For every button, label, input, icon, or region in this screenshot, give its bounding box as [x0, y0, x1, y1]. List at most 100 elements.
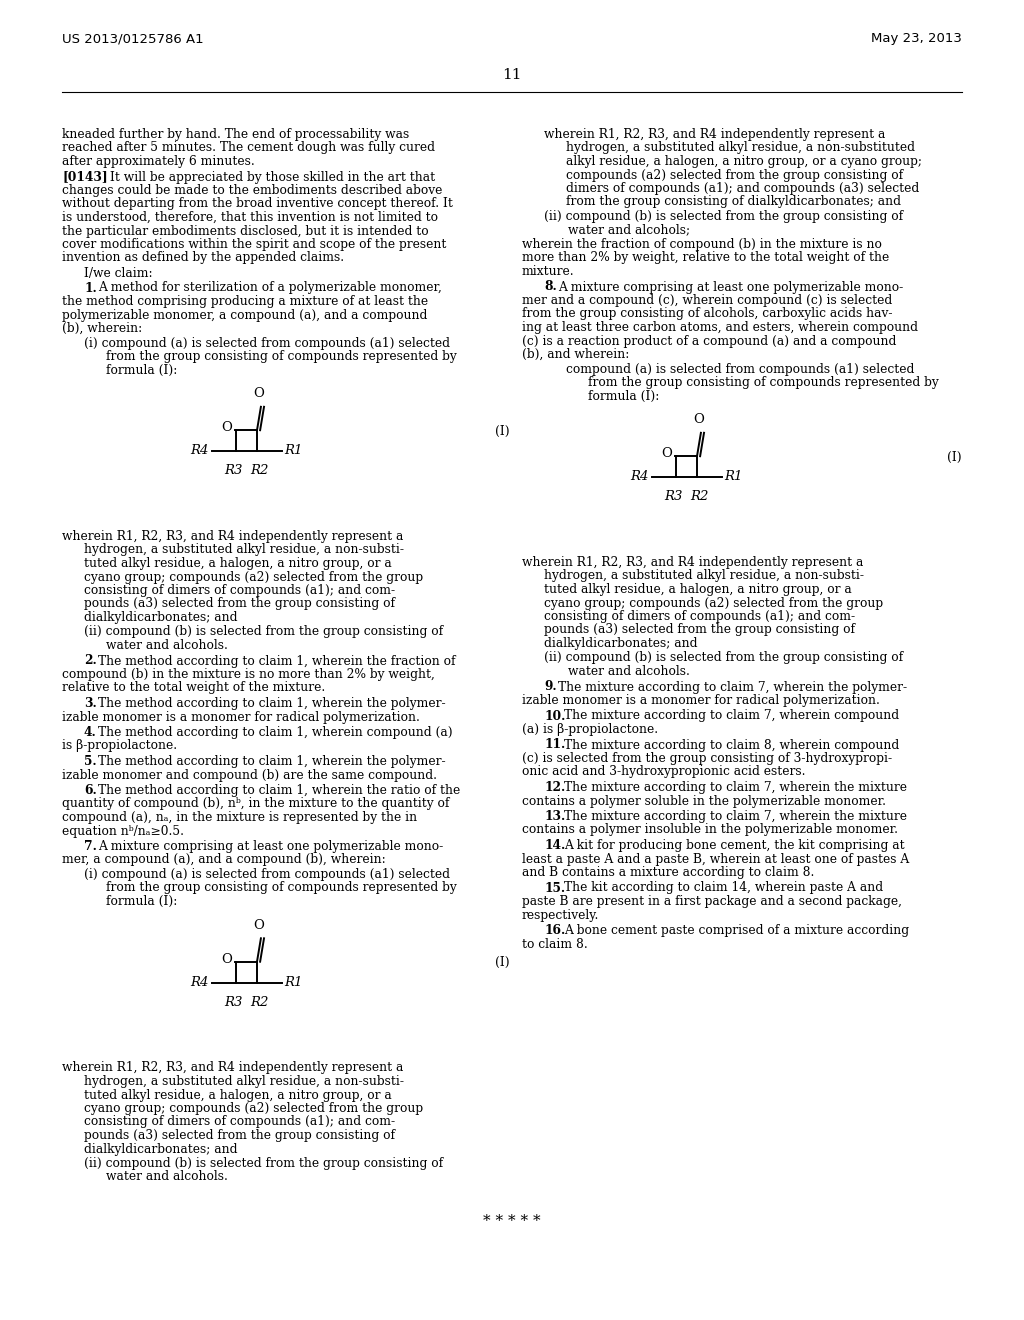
Text: dimers of compounds (a1); and compounds (a3) selected: dimers of compounds (a1); and compounds …	[566, 182, 920, 195]
Text: pounds (a3) selected from the group consisting of: pounds (a3) selected from the group cons…	[84, 598, 395, 610]
Text: (c) is a reaction product of a compound (a) and a compound: (c) is a reaction product of a compound …	[522, 334, 896, 347]
Text: R4: R4	[190, 975, 209, 989]
Text: mer and a compound (c), wherein compound (c) is selected: mer and a compound (c), wherein compound…	[522, 294, 892, 308]
Text: formula (I):: formula (I):	[106, 895, 177, 908]
Text: contains a polymer soluble in the polymerizable monomer.: contains a polymer soluble in the polyme…	[522, 795, 886, 808]
Text: consisting of dimers of compounds (a1); and com-: consisting of dimers of compounds (a1); …	[84, 1115, 395, 1129]
Text: R1: R1	[285, 975, 303, 989]
Text: water and alcohols.: water and alcohols.	[106, 639, 228, 652]
Text: without departing from the broad inventive concept thereof. It: without departing from the broad inventi…	[62, 198, 453, 210]
Text: It will be appreciated by those skilled in the art that: It will be appreciated by those skilled …	[110, 170, 435, 183]
Text: A bone cement paste comprised of a mixture according: A bone cement paste comprised of a mixtu…	[564, 924, 909, 937]
Text: 11.: 11.	[544, 738, 565, 751]
Text: The mixture according to claim 7, wherein the mixture: The mixture according to claim 7, wherei…	[564, 810, 907, 822]
Text: The mixture according to claim 8, wherein compound: The mixture according to claim 8, wherei…	[564, 738, 899, 751]
Text: (a) is β-propiolactone.: (a) is β-propiolactone.	[522, 723, 658, 737]
Text: relative to the total weight of the mixture.: relative to the total weight of the mixt…	[62, 681, 326, 694]
Text: cover modifications within the spirit and scope of the present: cover modifications within the spirit an…	[62, 238, 446, 251]
Text: (c) is selected from the group consisting of 3-hydroxypropi-: (c) is selected from the group consistin…	[522, 752, 892, 766]
Text: quantity of compound (b), nᵇ, in the mixture to the quantity of: quantity of compound (b), nᵇ, in the mix…	[62, 797, 450, 810]
Text: 4.: 4.	[84, 726, 96, 739]
Text: R2: R2	[251, 995, 268, 1008]
Text: 12.: 12.	[544, 781, 565, 795]
Text: consisting of dimers of compounds (a1); and com-: consisting of dimers of compounds (a1); …	[84, 583, 395, 597]
Text: (i) compound (a) is selected from compounds (a1) selected: (i) compound (a) is selected from compou…	[84, 337, 450, 350]
Text: from the group consisting of compounds represented by: from the group consisting of compounds r…	[588, 376, 939, 389]
Text: 14.: 14.	[544, 840, 565, 851]
Text: equation nᵇ/nₐ≥0.5.: equation nᵇ/nₐ≥0.5.	[62, 825, 184, 837]
Text: wherein R1, R2, R3, and R4 independently represent a: wherein R1, R2, R3, and R4 independently…	[544, 128, 886, 141]
Text: to claim 8.: to claim 8.	[522, 937, 588, 950]
Text: kneaded further by hand. The end of processability was: kneaded further by hand. The end of proc…	[62, 128, 410, 141]
Text: tuted alkyl residue, a halogen, a nitro group, or a: tuted alkyl residue, a halogen, a nitro …	[544, 583, 852, 597]
Text: A kit for producing bone cement, the kit comprising at: A kit for producing bone cement, the kit…	[564, 840, 904, 851]
Text: wherein R1, R2, R3, and R4 independently represent a: wherein R1, R2, R3, and R4 independently…	[522, 556, 863, 569]
Text: R4: R4	[631, 470, 649, 483]
Text: The method according to claim 1, wherein compound (a): The method according to claim 1, wherein…	[98, 726, 453, 739]
Text: A mixture comprising at least one polymerizable mono-: A mixture comprising at least one polyme…	[558, 281, 903, 293]
Text: R1: R1	[285, 445, 303, 458]
Text: I/we claim:: I/we claim:	[84, 267, 153, 280]
Text: 11: 11	[502, 69, 522, 82]
Text: O: O	[221, 421, 232, 434]
Text: The mixture according to claim 7, wherein the mixture: The mixture according to claim 7, wherei…	[564, 781, 907, 795]
Text: R2: R2	[251, 465, 268, 477]
Text: O: O	[221, 953, 232, 966]
Text: ing at least three carbon atoms, and esters, wherein compound: ing at least three carbon atoms, and est…	[522, 321, 918, 334]
Text: The kit according to claim 14, wherein paste A and: The kit according to claim 14, wherein p…	[564, 882, 883, 895]
Text: izable monomer is a monomer for radical polymerization.: izable monomer is a monomer for radical …	[62, 710, 420, 723]
Text: least a paste A and a paste B, wherein at least one of pastes A: least a paste A and a paste B, wherein a…	[522, 853, 909, 866]
Text: O: O	[253, 919, 264, 932]
Text: 7.: 7.	[84, 840, 97, 853]
Text: (b), and wherein:: (b), and wherein:	[522, 348, 630, 360]
Text: the method comprising producing a mixture of at least the: the method comprising producing a mixtur…	[62, 294, 428, 308]
Text: (ii) compound (b) is selected from the group consisting of: (ii) compound (b) is selected from the g…	[544, 210, 903, 223]
Text: 1.: 1.	[84, 281, 96, 294]
Text: wherein the fraction of compound (b) in the mixture is no: wherein the fraction of compound (b) in …	[522, 238, 882, 251]
Text: (I): (I)	[947, 450, 962, 463]
Text: from the group consisting of compounds represented by: from the group consisting of compounds r…	[106, 882, 457, 895]
Text: The method according to claim 1, wherein the fraction of: The method according to claim 1, wherein…	[98, 655, 456, 668]
Text: (b), wherein:: (b), wherein:	[62, 322, 142, 335]
Text: 10.: 10.	[544, 710, 565, 722]
Text: 3.: 3.	[84, 697, 96, 710]
Text: R3: R3	[665, 490, 683, 503]
Text: changes could be made to the embodiments described above: changes could be made to the embodiments…	[62, 183, 442, 197]
Text: 15.: 15.	[544, 882, 565, 895]
Text: cyano group; compounds (a2) selected from the group: cyano group; compounds (a2) selected fro…	[84, 1102, 423, 1115]
Text: [0143]: [0143]	[62, 170, 108, 183]
Text: 6.: 6.	[84, 784, 96, 797]
Text: dialkyldicarbonates; and: dialkyldicarbonates; and	[544, 638, 697, 649]
Text: mixture.: mixture.	[522, 265, 574, 279]
Text: The method according to claim 1, wherein the ratio of the: The method according to claim 1, wherein…	[98, 784, 460, 797]
Text: US 2013/0125786 A1: US 2013/0125786 A1	[62, 32, 204, 45]
Text: compound (a), nₐ, in the mixture is represented by the in: compound (a), nₐ, in the mixture is repr…	[62, 810, 417, 824]
Text: (i) compound (a) is selected from compounds (a1) selected: (i) compound (a) is selected from compou…	[84, 869, 450, 880]
Text: A mixture comprising at least one polymerizable mono-: A mixture comprising at least one polyme…	[98, 840, 443, 853]
Text: from the group consisting of alcohols, carboxylic acids hav-: from the group consisting of alcohols, c…	[522, 308, 893, 321]
Text: compound (b) in the mixture is no more than 2% by weight,: compound (b) in the mixture is no more t…	[62, 668, 435, 681]
Text: * * * * *: * * * * *	[483, 1214, 541, 1228]
Text: R1: R1	[724, 470, 742, 483]
Text: tuted alkyl residue, a halogen, a nitro group, or a: tuted alkyl residue, a halogen, a nitro …	[84, 1089, 392, 1101]
Text: hydrogen, a substituted alkyl residue, a non-substi-: hydrogen, a substituted alkyl residue, a…	[84, 544, 404, 557]
Text: The method according to claim 1, wherein the polymer-: The method according to claim 1, wherein…	[98, 697, 445, 710]
Text: 2.: 2.	[84, 655, 96, 668]
Text: O: O	[693, 413, 703, 426]
Text: dialkyldicarbonates; and: dialkyldicarbonates; and	[84, 1143, 238, 1155]
Text: reached after 5 minutes. The cement dough was fully cured: reached after 5 minutes. The cement doug…	[62, 141, 435, 154]
Text: polymerizable monomer, a compound (a), and a compound: polymerizable monomer, a compound (a), a…	[62, 309, 427, 322]
Text: cyano group; compounds (a2) selected from the group: cyano group; compounds (a2) selected fro…	[544, 597, 883, 610]
Text: onic acid and 3-hydroxypropionic acid esters.: onic acid and 3-hydroxypropionic acid es…	[522, 766, 806, 779]
Text: (ii) compound (b) is selected from the group consisting of: (ii) compound (b) is selected from the g…	[544, 652, 903, 664]
Text: dialkyldicarbonates; and: dialkyldicarbonates; and	[84, 611, 238, 624]
Text: R4: R4	[190, 445, 209, 458]
Text: compounds (a2) selected from the group consisting of: compounds (a2) selected from the group c…	[566, 169, 903, 181]
Text: invention as defined by the appended claims.: invention as defined by the appended cla…	[62, 252, 344, 264]
Text: formula (I):: formula (I):	[106, 363, 177, 376]
Text: hydrogen, a substituted alkyl residue, a non-substituted: hydrogen, a substituted alkyl residue, a…	[566, 141, 915, 154]
Text: O: O	[662, 447, 673, 461]
Text: pounds (a3) selected from the group consisting of: pounds (a3) selected from the group cons…	[544, 623, 855, 636]
Text: wherein R1, R2, R3, and R4 independently represent a: wherein R1, R2, R3, and R4 independently…	[62, 531, 403, 543]
Text: is understood, therefore, that this invention is not limited to: is understood, therefore, that this inve…	[62, 211, 438, 224]
